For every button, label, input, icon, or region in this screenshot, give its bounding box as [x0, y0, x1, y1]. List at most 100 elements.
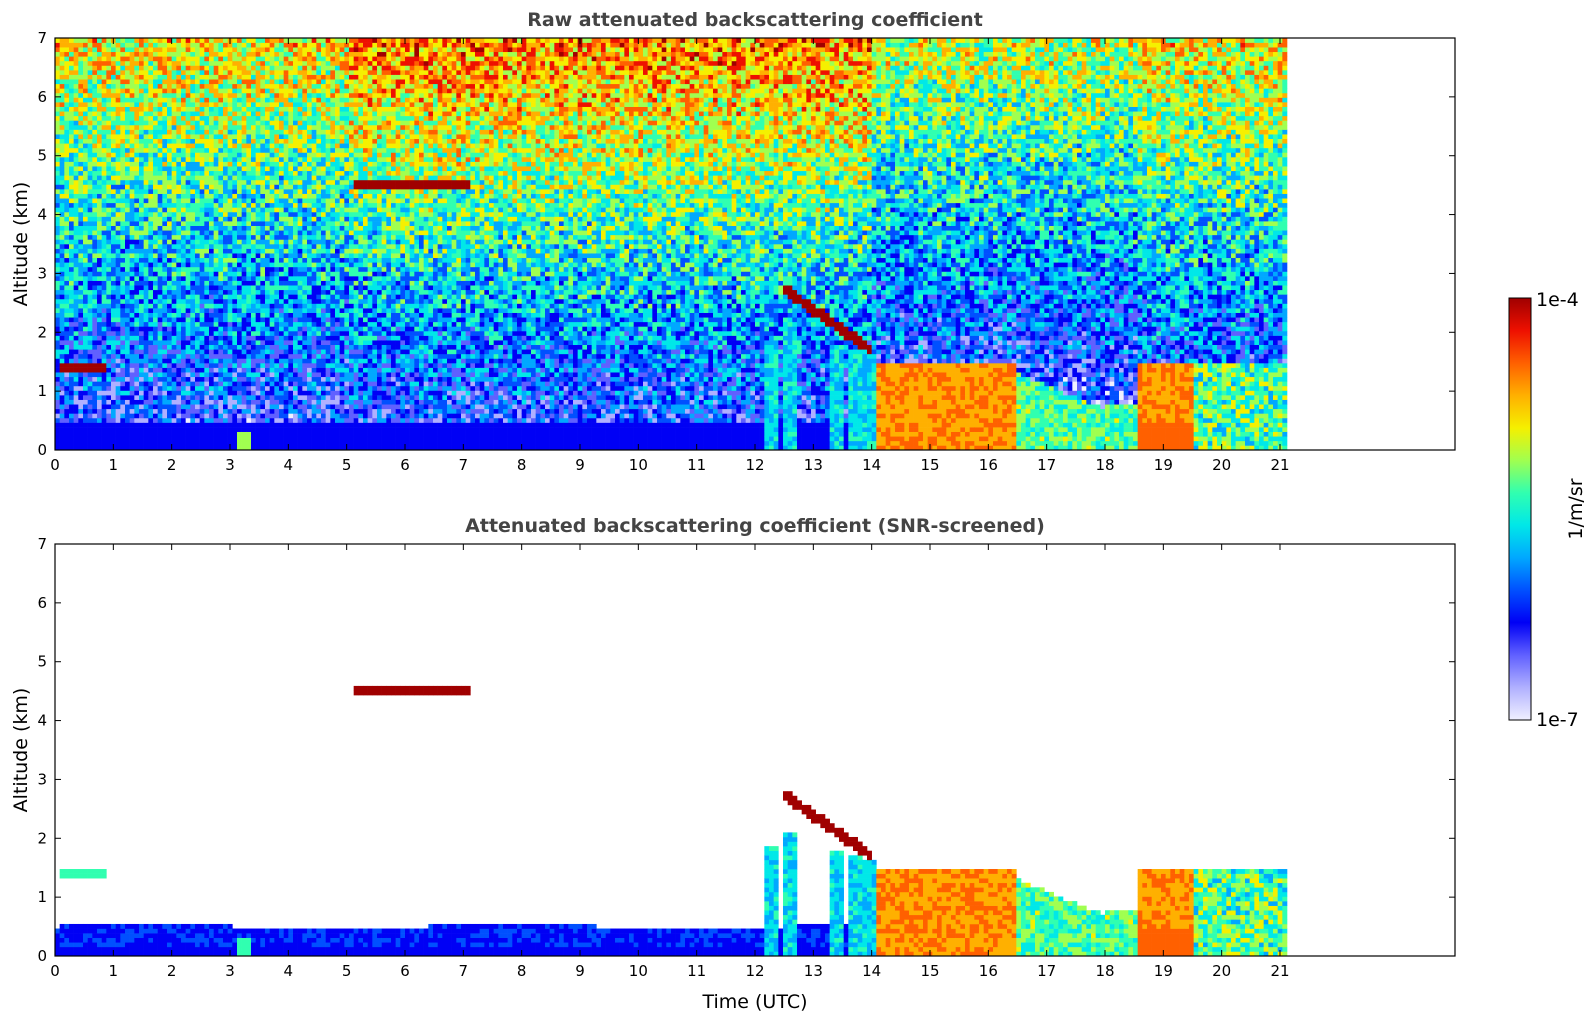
heatmap-cell — [69, 432, 74, 437]
heatmap-cell — [120, 308, 125, 313]
heatmap-cell — [88, 349, 93, 354]
heatmap-cell — [55, 70, 60, 75]
heatmap-cell — [69, 276, 74, 281]
heatmap-cell — [64, 331, 69, 336]
heatmap-cell — [64, 285, 69, 290]
heatmap-cell — [106, 290, 111, 295]
heatmap-cell — [69, 239, 74, 244]
heatmap-cell — [55, 262, 60, 267]
heatmap-cell — [92, 226, 97, 231]
heatmap-cell — [88, 171, 93, 176]
heatmap-cell — [92, 441, 97, 446]
heatmap-cell — [130, 322, 135, 327]
heatmap-cell — [97, 349, 102, 354]
heatmap-cell — [106, 143, 111, 148]
heatmap-cell — [97, 93, 102, 98]
heatmap-cell — [125, 194, 130, 199]
heatmap-cell — [88, 221, 93, 226]
heatmap-cell — [83, 413, 88, 418]
heatmap-cell — [97, 65, 102, 70]
heatmap-cell — [88, 386, 93, 391]
heatmap-cell — [88, 207, 93, 212]
heatmap-cell — [102, 221, 107, 226]
heatmap-cell — [60, 189, 65, 194]
heatmap-cell — [64, 423, 69, 428]
heatmap-cell — [83, 409, 88, 414]
heatmap-cell — [125, 47, 130, 52]
heatmap-cell — [120, 395, 125, 400]
heatmap-cell — [74, 281, 79, 286]
heatmap-cell — [78, 184, 83, 189]
heatmap-cell — [64, 290, 69, 295]
heatmap-cell — [111, 148, 116, 153]
heatmap-cell — [97, 345, 102, 350]
heatmap-cell — [130, 317, 135, 322]
heatmap-cell — [116, 336, 121, 341]
heatmap-cell — [116, 198, 121, 203]
heatmap-cell — [125, 107, 130, 112]
heatmap-cell — [125, 52, 130, 57]
heatmap-cell — [64, 313, 69, 318]
heatmap-cell — [69, 381, 74, 386]
heatmap-cell — [83, 349, 88, 354]
heatmap-cell — [97, 271, 102, 276]
heatmap-cell — [64, 404, 69, 409]
heatmap-cell — [64, 134, 69, 139]
heatmap-cell — [92, 166, 97, 171]
heatmap-cell — [97, 441, 102, 446]
heatmap-cell — [60, 331, 65, 336]
heatmap-cell — [102, 377, 107, 382]
heatmap-cell — [111, 47, 116, 52]
heatmap-cell — [74, 171, 79, 176]
heatmap-cell — [106, 162, 111, 167]
heatmap-cell — [55, 358, 60, 363]
heatmap-cell — [120, 166, 125, 171]
heatmap-cell — [69, 130, 74, 135]
heatmap-cell — [125, 409, 130, 414]
heatmap-cell — [83, 368, 88, 373]
heatmap-cell — [74, 336, 79, 341]
heatmap-cell — [97, 432, 102, 437]
heatmap-cell — [102, 198, 107, 203]
heatmap-cell — [88, 423, 93, 428]
heatmap-cell — [69, 326, 74, 331]
heatmap-cell — [102, 308, 107, 313]
heatmap-cell — [106, 326, 111, 331]
heatmap-cell — [116, 207, 121, 212]
heatmap-cell — [74, 441, 79, 446]
heatmap-cell — [125, 171, 130, 176]
heatmap-cell — [130, 423, 135, 428]
heatmap-cell — [130, 427, 135, 432]
heatmap-cell — [130, 304, 135, 309]
heatmap-cell — [60, 134, 65, 139]
heatmap-cell — [60, 423, 65, 428]
heatmap-cell — [64, 139, 69, 144]
heatmap-cell — [83, 38, 88, 43]
heatmap-cell — [116, 404, 121, 409]
heatmap-cell — [88, 47, 93, 52]
heatmap-cell — [55, 427, 60, 432]
heatmap-cell — [88, 308, 93, 313]
heatmap-cell — [106, 93, 111, 98]
heatmap-cell — [106, 271, 111, 276]
heatmap-cell — [60, 317, 65, 322]
heatmap-cell — [60, 413, 65, 418]
heatmap-cell — [64, 226, 69, 231]
heatmap-cell — [69, 349, 74, 354]
heatmap-cell — [111, 139, 116, 144]
heatmap-cell — [83, 436, 88, 441]
heatmap-cell — [64, 308, 69, 313]
heatmap-cell — [69, 226, 74, 231]
heatmap-cell — [92, 207, 97, 212]
heatmap-cell — [120, 436, 125, 441]
heatmap-cell — [60, 404, 65, 409]
heatmap-cell — [120, 340, 125, 345]
heatmap-cell — [69, 345, 74, 350]
heatmap-cell — [78, 436, 83, 441]
heatmap-cell — [60, 368, 65, 373]
heatmap-cell — [106, 404, 111, 409]
heatmap-cell — [55, 120, 60, 125]
heatmap-cell — [55, 98, 60, 103]
heatmap-cell — [88, 436, 93, 441]
heatmap-cell — [125, 65, 130, 70]
